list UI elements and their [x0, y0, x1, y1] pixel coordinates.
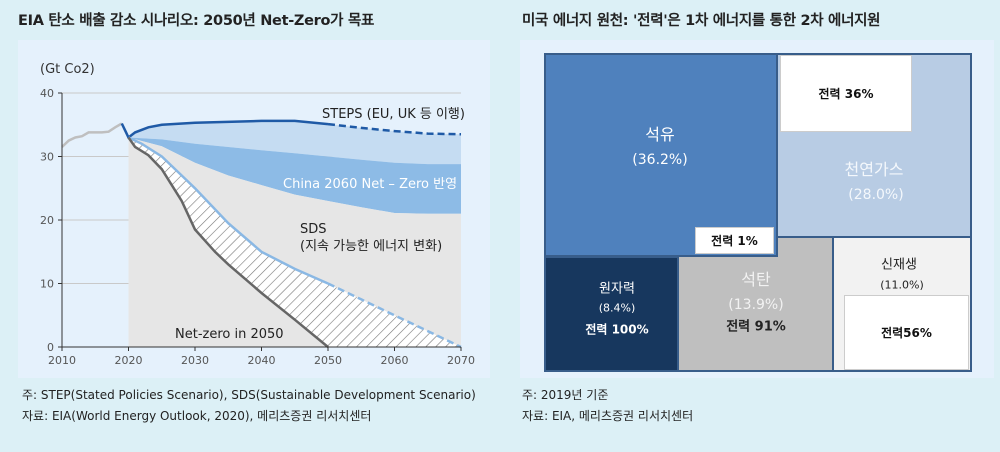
treemap-cell-nuclear [544, 256, 679, 372]
netzero-line [127, 136, 329, 348]
sds-line [127, 136, 329, 285]
steps-band-area [128, 120, 461, 165]
right-title: 미국 에너지 원천: '전력'은 1차 에너지를 통한 2차 에너지원 [522, 13, 881, 29]
oil-power-share: 전력 1% [695, 227, 774, 254]
x-tick-label: 2050 [314, 354, 342, 367]
nuclear-power-share: 전력 100% [585, 322, 649, 337]
coal-power-share: 전력 91% [726, 319, 786, 335]
left-note: 주: STEP(Stated Policies Scenario), SDS(S… [22, 388, 476, 402]
treemap-cell-oil [544, 53, 778, 257]
steps-label: STEPS (EU, UK 등 이행) [322, 106, 465, 122]
x-tick-label: 2010 [48, 354, 76, 367]
steps-line [120, 119, 329, 140]
coal-share: (13.9%) [728, 297, 784, 313]
right-source: 자료: EIA, 메리츠증권 리서치센터 [522, 409, 694, 423]
renewables-share: (11.0%) [880, 278, 924, 292]
gas-power-share: 전력 36% [780, 55, 912, 132]
x-tick-label: 2030 [181, 354, 209, 367]
oil-label: 석유 [645, 125, 675, 144]
x-tick-label: 2070 [447, 354, 475, 367]
y-tick-label: 10 [40, 278, 54, 291]
china-label: China 2060 Net – Zero 반영 [283, 177, 457, 192]
netzero-hatched-area [128, 137, 461, 347]
steps-line-dashed [327, 122, 462, 136]
y-tick-label: 0 [47, 341, 54, 354]
renewables-power-share: 전력56% [844, 295, 969, 370]
renewables-label: 신재생 [881, 257, 917, 273]
left-source: 자료: EIA(World Energy Outlook, 2020), 메리츠… [22, 409, 372, 423]
oil-share: (36.2%) [632, 152, 688, 168]
gas-label: 천연가스 [844, 160, 904, 179]
gas-share: (28.0%) [848, 187, 904, 203]
china-band-area [128, 137, 461, 214]
sds-line-dashed [327, 282, 462, 349]
sds-sub-label: (지속 가능한 에너지 변화) [300, 239, 442, 254]
treemap-cell-coal [677, 236, 834, 372]
nuclear-share: (8.4%) [598, 301, 636, 315]
netzero-label: Net-zero in 2050 [175, 327, 284, 342]
sds-area [128, 137, 461, 347]
left-title: EIA 탄소 배출 감소 시나리오: 2050년 Net-Zero가 목표 [18, 13, 375, 29]
y-tick-label: 40 [40, 87, 54, 100]
nuclear-label: 원자력 [599, 281, 635, 297]
x-tick-label: 2020 [115, 354, 143, 367]
y-tick-label: 20 [40, 214, 54, 227]
coal-label: 석탄 [741, 270, 771, 289]
y-axis-unit: (Gt Co2) [40, 62, 95, 77]
history-line [61, 122, 123, 148]
y-tick-label: 30 [40, 151, 54, 164]
x-tick-label: 2040 [248, 354, 276, 367]
x-tick-label: 2060 [381, 354, 409, 367]
right-note: 주: 2019년 기준 [522, 388, 609, 402]
sds-label: SDS [300, 222, 327, 237]
